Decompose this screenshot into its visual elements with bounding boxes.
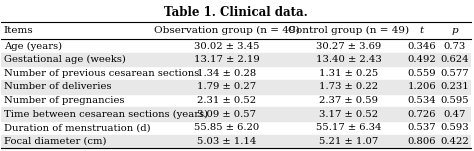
Text: Gestational age (weeks): Gestational age (weeks) — [4, 55, 126, 64]
Text: Table 1. Clinical data.: Table 1. Clinical data. — [164, 6, 308, 19]
Text: 55.85 ± 6.20: 55.85 ± 6.20 — [194, 123, 259, 132]
Text: 0.624: 0.624 — [440, 55, 469, 64]
Bar — [1, 107, 471, 121]
Text: t: t — [419, 26, 424, 35]
Text: 1.31 ± 0.25: 1.31 ± 0.25 — [319, 69, 379, 78]
Text: Control group (n = 49): Control group (n = 49) — [288, 26, 410, 35]
Text: 1.79 ± 0.27: 1.79 ± 0.27 — [197, 82, 256, 91]
Bar — [1, 53, 471, 66]
Text: 5.21 ± 1.07: 5.21 ± 1.07 — [319, 137, 379, 146]
Text: 1.206: 1.206 — [408, 82, 436, 91]
Text: Duration of menstruation (d): Duration of menstruation (d) — [4, 123, 150, 132]
Text: Number of pregnancies: Number of pregnancies — [4, 96, 124, 105]
Text: 0.346: 0.346 — [408, 42, 436, 50]
Text: Age (years): Age (years) — [4, 41, 62, 51]
Text: 0.73: 0.73 — [444, 42, 466, 50]
Text: 3.17 ± 0.52: 3.17 ± 0.52 — [319, 110, 379, 119]
Text: 0.422: 0.422 — [440, 137, 469, 146]
Text: 13.17 ± 2.19: 13.17 ± 2.19 — [194, 55, 260, 64]
Text: 1.34 ± 0.28: 1.34 ± 0.28 — [197, 69, 256, 78]
Text: 0.726: 0.726 — [408, 110, 436, 119]
Text: 5.03 ± 1.14: 5.03 ± 1.14 — [197, 137, 256, 146]
Text: Number of previous cesarean sections: Number of previous cesarean sections — [4, 69, 199, 78]
Text: 0.492: 0.492 — [407, 55, 436, 64]
Text: 30.02 ± 3.45: 30.02 ± 3.45 — [194, 42, 260, 50]
Text: 0.577: 0.577 — [440, 69, 469, 78]
Text: Observation group (n = 49): Observation group (n = 49) — [154, 26, 300, 35]
Text: 0.593: 0.593 — [440, 123, 469, 132]
Text: 0.534: 0.534 — [407, 96, 436, 105]
Text: 0.595: 0.595 — [440, 96, 469, 105]
Text: Time between cesarean sections (years): Time between cesarean sections (years) — [4, 110, 208, 119]
Text: Focal diameter (cm): Focal diameter (cm) — [4, 137, 106, 146]
Text: 0.559: 0.559 — [408, 69, 436, 78]
Text: 0.231: 0.231 — [440, 82, 469, 91]
Text: 1.73 ± 0.22: 1.73 ± 0.22 — [319, 82, 379, 91]
Text: 30.27 ± 3.69: 30.27 ± 3.69 — [316, 42, 382, 50]
Text: 3.09 ± 0.57: 3.09 ± 0.57 — [197, 110, 256, 119]
Text: 2.37 ± 0.59: 2.37 ± 0.59 — [319, 96, 378, 105]
Text: 55.17 ± 6.34: 55.17 ± 6.34 — [316, 123, 382, 132]
Text: 2.31 ± 0.52: 2.31 ± 0.52 — [197, 96, 256, 105]
Text: 0.47: 0.47 — [444, 110, 466, 119]
Text: 0.806: 0.806 — [408, 137, 436, 146]
Bar — [1, 80, 471, 94]
Text: 13.40 ± 2.43: 13.40 ± 2.43 — [316, 55, 382, 64]
Text: Number of deliveries: Number of deliveries — [4, 82, 111, 91]
Bar — [1, 135, 471, 148]
Text: Items: Items — [4, 26, 33, 35]
Text: 0.537: 0.537 — [408, 123, 436, 132]
Text: p: p — [451, 26, 458, 35]
